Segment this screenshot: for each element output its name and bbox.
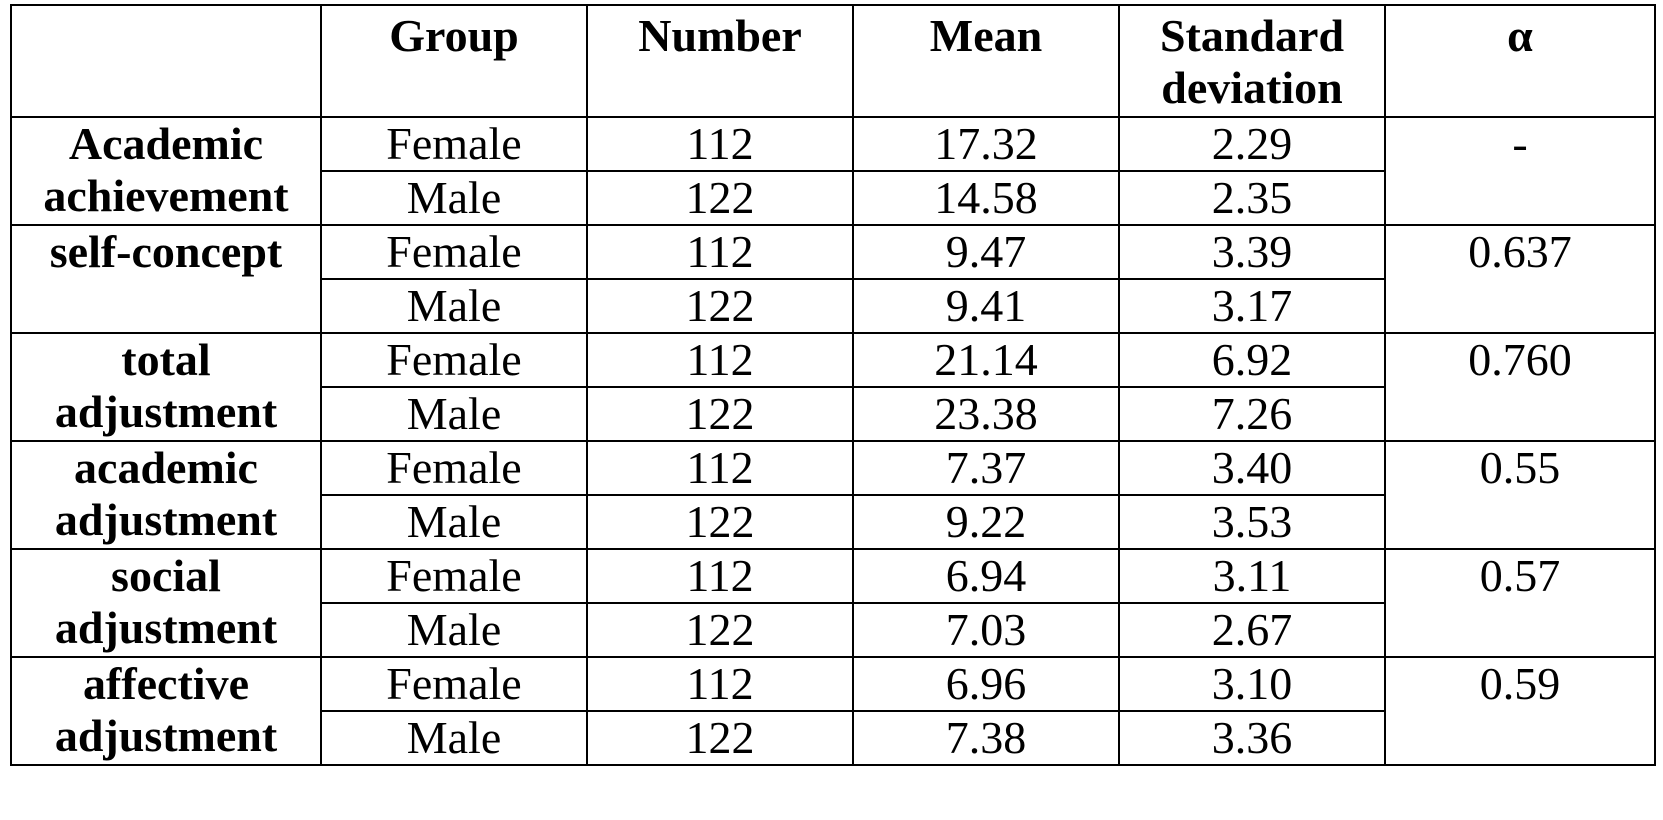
table-row: self-concept Female 112 9.47 3.39 0.637 <box>10 224 1656 334</box>
table-row: total adjustment Female 112 21.14 6.92 0.760 <box>10 332 1656 442</box>
mean-cell: 7.03 <box>852 602 1120 658</box>
number-cell: 112 <box>586 548 854 604</box>
table-body: Academic achievement Female 112 17.32 2.29- M… <box>10 116 1656 766</box>
mean-cell: 6.96 <box>852 656 1120 712</box>
table-row: Male 122 7.03 2.67 <box>11 602 1655 658</box>
number-cell: 112 <box>586 656 854 712</box>
group-cell: Female <box>320 332 588 388</box>
number-cell: 122 <box>586 494 854 550</box>
group-cell: Male <box>320 170 588 226</box>
header-cell-number: Number <box>586 4 854 118</box>
group-cell: Male <box>320 494 588 550</box>
table-row: academic adjustment Female 112 7.37 3.40 0.55 <box>10 440 1656 550</box>
group-cell: Female <box>320 656 588 712</box>
number-cell: 122 <box>586 170 854 226</box>
header-cell-group: Group <box>320 4 588 118</box>
sd-cell: 2.35 <box>1118 170 1386 226</box>
mean-cell: 14.58 <box>852 170 1120 226</box>
sd-cell: 2.67 <box>1118 602 1386 658</box>
variable-label: Academic achievement <box>10 116 322 226</box>
sd-cell: 3.11 <box>1118 548 1386 604</box>
group-cell: Female <box>320 548 588 604</box>
variable-label: self-concept <box>10 224 322 334</box>
table-row: Male 122 9.41 3.17 <box>11 278 1655 334</box>
mean-cell: 9.22 <box>852 494 1120 550</box>
sd-cell: 3.10 <box>1118 656 1386 712</box>
mean-cell: 21.14 <box>852 332 1120 388</box>
table-row: Male 122 14.58 2.35 <box>11 170 1655 226</box>
statistics-table: Group Number Mean Standard deviation α A… <box>10 4 1656 766</box>
group-cell: Male <box>320 278 588 334</box>
group-cell: Male <box>320 386 588 442</box>
mean-cell: 9.41 <box>852 278 1120 334</box>
group-cell: Male <box>320 710 588 766</box>
table-row: Academic achievement Female 112 17.32 2.29- <box>10 116 1656 226</box>
header-cell-blank <box>10 4 322 118</box>
sd-cell: 3.17 <box>1118 278 1386 334</box>
group-cell: Female <box>320 116 588 172</box>
group-cell: Female <box>320 440 588 496</box>
sd-cell: 7.26 <box>1118 386 1386 442</box>
table-row: social adjustment Female 112 6.94 3.11 0.57 <box>10 548 1656 658</box>
header-cell-sd: Standard deviation <box>1118 4 1386 118</box>
mean-cell: 7.37 <box>852 440 1120 496</box>
table-row: Male 122 23.38 7.26 <box>11 386 1655 442</box>
variable-label: affective adjustment <box>10 656 322 766</box>
sd-cell: 3.53 <box>1118 494 1386 550</box>
header-row: Group Number Mean Standard deviation α <box>10 4 1656 118</box>
group-cell: Female <box>320 224 588 280</box>
alpha-cell: 0.760 <box>1384 332 1656 442</box>
number-cell: 112 <box>586 116 854 172</box>
sd-cell: 3.39 <box>1118 224 1386 280</box>
number-cell: 112 <box>586 440 854 496</box>
variable-label: social adjustment <box>10 548 322 658</box>
number-cell: 112 <box>586 224 854 280</box>
number-cell: 112 <box>586 332 854 388</box>
mean-cell: 23.38 <box>852 386 1120 442</box>
table-row: Male 122 7.38 3.36 <box>11 710 1655 766</box>
number-cell: 122 <box>586 386 854 442</box>
table-row: affective adjustment Female 112 6.96 3.10 0.5… <box>10 656 1656 766</box>
variable-label: academic adjustment <box>10 440 322 550</box>
sd-cell: 3.40 <box>1118 440 1386 496</box>
header-cell-mean: Mean <box>852 4 1120 118</box>
number-cell: 122 <box>586 710 854 766</box>
alpha-cell: 0.55 <box>1384 440 1656 550</box>
mean-cell: 7.38 <box>852 710 1120 766</box>
sd-cell: 6.92 <box>1118 332 1386 388</box>
variable-label: total adjustment <box>10 332 322 442</box>
alpha-cell: 0.57 <box>1384 548 1656 658</box>
group-cell: Male <box>320 602 588 658</box>
number-cell: 122 <box>586 602 854 658</box>
number-cell: 122 <box>586 278 854 334</box>
sd-cell: 2.29 <box>1118 116 1386 172</box>
mean-cell: 17.32 <box>852 116 1120 172</box>
mean-cell: 9.47 <box>852 224 1120 280</box>
table-row: Male 122 9.22 3.53 <box>11 494 1655 550</box>
alpha-cell: 0.59 <box>1384 656 1656 766</box>
header-cell-alpha: α <box>1384 4 1656 118</box>
alpha-cell: 0.637 <box>1384 224 1656 334</box>
mean-cell: 6.94 <box>852 548 1120 604</box>
alpha-cell: - <box>1384 116 1656 226</box>
sd-cell: 3.36 <box>1118 710 1386 766</box>
